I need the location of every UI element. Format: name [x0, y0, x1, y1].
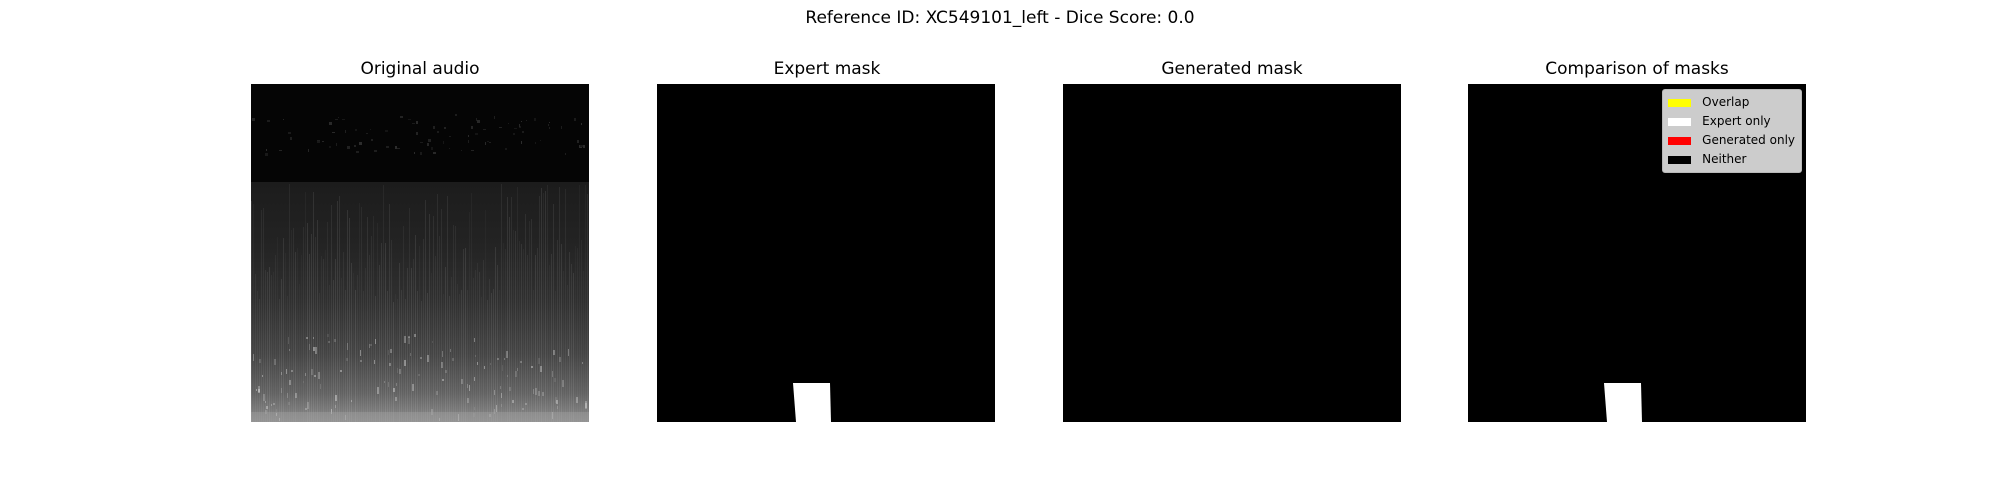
legend-entry-generated-only: Generated only: [1668, 131, 1795, 150]
comparison-mask-image: Overlap Expert only Generated only Neith…: [1468, 84, 1806, 422]
legend-label: Generated only: [1702, 133, 1795, 147]
legend-swatch: [1668, 155, 1692, 164]
legend-entry-neither: Neither: [1668, 150, 1795, 169]
panel-title-generated-mask: Generated mask: [1161, 59, 1303, 79]
spectrogram-image: [251, 84, 589, 422]
legend-swatch: [1668, 136, 1692, 145]
legend-label: Overlap: [1702, 95, 1750, 109]
legend-entry-overlap: Overlap: [1668, 93, 1795, 112]
figure-title: Reference ID: XC549101_left - Dice Score…: [805, 8, 1195, 28]
panel-title-expert-mask: Expert mask: [773, 59, 881, 79]
legend-entry-expert-only: Expert only: [1668, 112, 1795, 131]
expert-mask-image: [657, 84, 995, 422]
comparison-expert-only-region: [1604, 383, 1642, 422]
spectrogram-canvas: [251, 84, 589, 422]
panel-title-original-audio: Original audio: [360, 59, 480, 79]
legend-swatch: [1668, 98, 1692, 107]
generated-mask-image: [1063, 84, 1401, 422]
legend-label: Neither: [1702, 152, 1747, 166]
legend-swatch: [1668, 117, 1692, 126]
expert-mask-region: [793, 383, 831, 422]
legend: Overlap Expert only Generated only Neith…: [1662, 89, 1802, 173]
panel-title-comparison: Comparison of masks: [1545, 59, 1729, 79]
legend-label: Expert only: [1702, 114, 1771, 128]
